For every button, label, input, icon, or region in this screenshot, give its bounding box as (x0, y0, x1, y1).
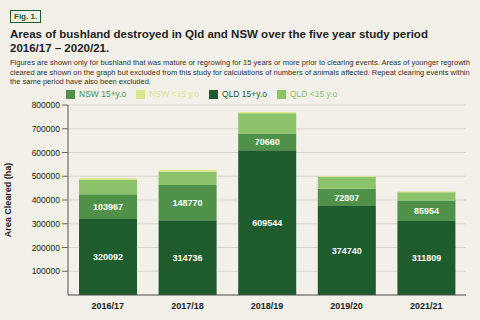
svg-text:500000: 500000 (32, 171, 61, 181)
html-text:Fig. 1.: Fig. 1. (14, 12, 38, 21)
svg-text:400000: 400000 (32, 195, 61, 205)
html-text:Areas of bushland destroyed in: Areas of bushland destroyed in Qld and N… (10, 28, 428, 54)
svg-text:700000: 700000 (32, 123, 61, 133)
svg-text:600000: 600000 (32, 147, 61, 157)
svg-text:100000: 100000 (32, 266, 61, 276)
svg-text:374740: 374740 (332, 245, 362, 255)
svg-text:2021/21: 2021/21 (410, 301, 443, 311)
svg-text:200000: 200000 (32, 242, 61, 252)
html-text:QLD <15 y.o: QLD <15 y.o (290, 88, 338, 99)
svg-text:300000: 300000 (32, 218, 61, 228)
html-text:Figures are shown only for bus: Figures are shown only for bushland that… (10, 58, 470, 86)
svg-text:314736: 314736 (173, 252, 203, 262)
svg-text:320092: 320092 (93, 252, 123, 262)
html-text:NSW 15+y.o: NSW 15+y.o (79, 88, 127, 99)
svg-text:311809: 311809 (412, 253, 442, 263)
svg-text:2017/18: 2017/18 (171, 301, 204, 311)
svg-text:72807: 72807 (334, 192, 359, 202)
svg-text:609544: 609544 (252, 217, 282, 227)
svg-text:2016/17: 2016/17 (92, 301, 125, 311)
svg-text:2019/20: 2019/20 (330, 301, 363, 311)
svg-text:800000: 800000 (32, 100, 61, 110)
svg-text:2018/19: 2018/19 (251, 301, 284, 311)
svg-text:148770: 148770 (173, 197, 203, 207)
html-text:QLD 15+y.o: QLD 15+y.o (222, 88, 267, 99)
svg-text:103967: 103967 (93, 201, 123, 211)
svg-text:Area Cleared (ha): Area Cleared (ha) (8, 162, 13, 237)
svg-text:70660: 70660 (255, 137, 280, 147)
html-text:NSW <15 y.o: NSW <15 y.o (149, 88, 199, 99)
svg-text:85954: 85954 (414, 205, 439, 215)
